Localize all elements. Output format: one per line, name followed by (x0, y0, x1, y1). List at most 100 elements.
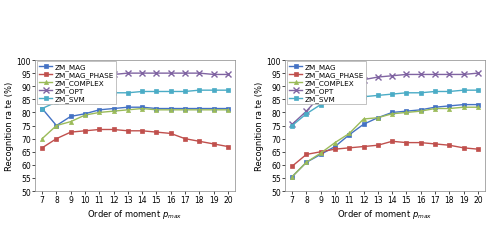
ZM_OPT (389, 75, 395, 78)
Line: ZM_MAG: ZM_MAG (290, 103, 480, 179)
ZM_SVM (389, 93, 395, 96)
ZM_MAG_PHASE (389, 140, 395, 143)
ZM_MAG (446, 105, 452, 108)
ZM_MAG_PHASE (54, 138, 60, 140)
ZM_OPT (332, 87, 338, 90)
ZM_OPT (446, 74, 452, 76)
ZM_MAG (154, 108, 160, 110)
ZM_MAG_PHASE (346, 147, 352, 150)
ZM_MAG (210, 108, 216, 110)
ZM_COMPLEX (154, 109, 160, 112)
ZM_COMPLEX (432, 108, 438, 110)
ZM_SVM (125, 92, 131, 95)
ZM_MAG_PHASE (404, 142, 409, 144)
ZM_SVM (210, 89, 216, 92)
ZM_SVM (289, 125, 295, 127)
ZM_COMPLEX (82, 114, 88, 117)
ZM_OPT (196, 72, 202, 75)
ZM_OPT (96, 74, 102, 76)
ZM_SVM (196, 89, 202, 92)
ZM_COMPLEX (346, 133, 352, 135)
ZM_SVM (304, 113, 310, 116)
ZM_OPT (289, 123, 295, 126)
ZM_SVM (418, 92, 424, 95)
ZM_MAG (82, 113, 88, 116)
ZM_MAG_PHASE (139, 130, 145, 133)
ZM_COMPLEX (68, 121, 73, 124)
ZM_SVM (82, 95, 88, 97)
ZM_COMPLEX (360, 118, 366, 121)
ZM_MAG (460, 104, 466, 106)
Line: ZM_COMPLEX: ZM_COMPLEX (290, 106, 480, 179)
ZM_MAG (168, 108, 173, 110)
ZM_MAG_PHASE (318, 151, 324, 153)
ZM_MAG (404, 110, 409, 113)
ZM_OPT (460, 74, 466, 76)
ZM_MAG_PHASE (182, 138, 188, 140)
ZM_OPT (110, 74, 116, 76)
ZM_MAG (418, 109, 424, 112)
ZM_MAG (389, 112, 395, 114)
ZM_SVM (168, 91, 173, 93)
ZM_OPT (210, 74, 216, 76)
ZM_COMPLEX (196, 109, 202, 112)
ZM_COMPLEX (96, 112, 102, 114)
ZM_SVM (139, 91, 145, 93)
ZM_SVM (225, 89, 231, 92)
ZM_SVM (318, 104, 324, 106)
ZM_MAG_PHASE (125, 130, 131, 133)
Line: ZM_OPT: ZM_OPT (40, 71, 230, 94)
ZM_COMPLEX (318, 152, 324, 155)
ZM_MAG (225, 108, 231, 110)
ZM_OPT (39, 89, 45, 92)
ZM_COMPLEX (304, 161, 310, 164)
ZM_MAG (475, 104, 481, 106)
ZM_MAG_PHASE (446, 144, 452, 147)
ZM_COMPLEX (332, 142, 338, 144)
ZM_SVM (182, 91, 188, 93)
Line: ZM_SVM: ZM_SVM (290, 89, 480, 128)
ZM_MAG (318, 153, 324, 156)
Y-axis label: Recognition ra te (%): Recognition ra te (%) (254, 82, 264, 170)
ZM_MAG (139, 106, 145, 109)
ZM_OPT (418, 74, 424, 76)
ZM_SVM (360, 96, 366, 99)
ZM_SVM (404, 92, 409, 95)
Line: ZM_MAG: ZM_MAG (40, 106, 230, 128)
ZM_SVM (96, 93, 102, 96)
ZM_COMPLEX (389, 113, 395, 116)
ZM_OPT (154, 72, 160, 75)
ZM_MAG_PHASE (110, 128, 116, 131)
ZM_OPT (54, 82, 60, 84)
X-axis label: Order of moment $p_{max}$: Order of moment $p_{max}$ (88, 207, 182, 220)
ZM_OPT (68, 76, 73, 79)
ZM_MAG_PHASE (332, 148, 338, 151)
ZM_MAG (96, 109, 102, 112)
Line: ZM_COMPLEX: ZM_COMPLEX (40, 107, 230, 141)
ZM_SVM (375, 95, 381, 97)
ZM_COMPLEX (125, 109, 131, 112)
ZM_COMPLEX (39, 138, 45, 140)
Line: ZM_MAG_PHASE: ZM_MAG_PHASE (40, 128, 230, 150)
ZM_COMPLEX (210, 109, 216, 112)
ZM_SVM (432, 91, 438, 93)
ZM_MAG_PHASE (225, 146, 231, 148)
ZM_SVM (346, 97, 352, 100)
ZM_SVM (39, 108, 45, 110)
ZM_MAG_PHASE (39, 147, 45, 150)
ZM_MAG (54, 125, 60, 127)
Line: ZM_SVM: ZM_SVM (40, 89, 230, 111)
ZM_MAG_PHASE (168, 133, 173, 135)
ZM_SVM (110, 92, 116, 95)
ZM_OPT (360, 79, 366, 82)
ZM_COMPLEX (375, 117, 381, 119)
ZM_MAG (289, 176, 295, 178)
ZM_OPT (375, 76, 381, 79)
ZM_COMPLEX (460, 106, 466, 109)
ZM_SVM (54, 101, 60, 104)
ZM_OPT (404, 74, 409, 76)
ZM_COMPLEX (475, 106, 481, 109)
ZM_MAG (304, 161, 310, 164)
Line: ZM_MAG_PHASE: ZM_MAG_PHASE (290, 140, 480, 169)
ZM_COMPLEX (418, 110, 424, 113)
